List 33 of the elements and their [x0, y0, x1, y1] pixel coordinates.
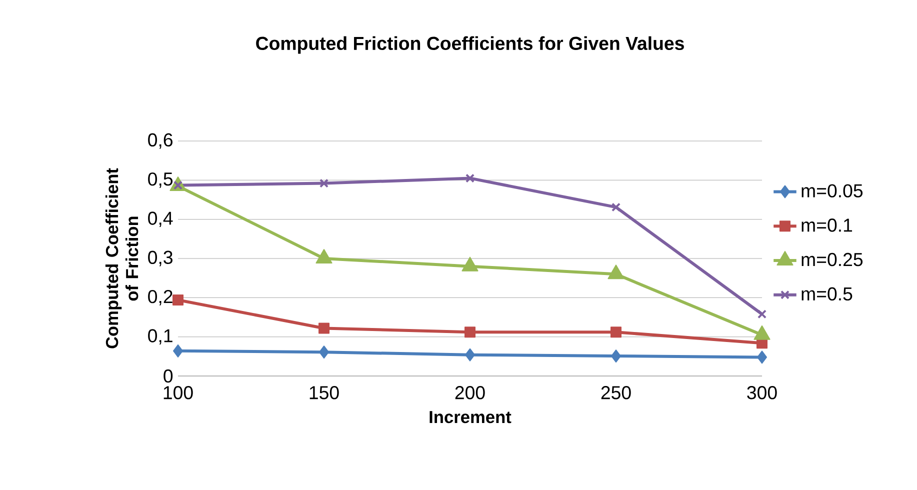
point [465, 348, 475, 362]
point [173, 344, 183, 358]
y-axis-title: Computed Coefficient of Friction [105, 168, 138, 348]
x-tick-label: 150 [310, 386, 339, 400]
point [611, 350, 621, 363]
y-tick-label: 0,4 [148, 212, 173, 228]
legend-label: m=0.5 [802, 287, 852, 301]
x-tick-label: 100 [164, 386, 193, 400]
legend-label: m=0.1 [802, 218, 852, 232]
y-tick-label: 0 [164, 369, 173, 383]
point [319, 178, 329, 188]
point [465, 174, 475, 183]
x-axis-title: Increment [430, 411, 512, 424]
y-tick-label: 0,1 [148, 329, 172, 345]
point [319, 346, 330, 359]
point [610, 326, 622, 338]
point [757, 310, 767, 319]
point [318, 322, 330, 334]
point [611, 202, 621, 212]
y-tick-label: 0,3 [148, 250, 172, 266]
x-tick-label: 200 [455, 386, 485, 400]
legend-label: m=0.25 [802, 252, 863, 266]
point [757, 350, 767, 364]
chart-title: Computed Friction Coefficients for Given Values [256, 36, 684, 54]
y-tick-label: 0,2 [148, 290, 172, 306]
point [464, 326, 476, 338]
point [172, 294, 184, 306]
y-tick-label: 0,5 [148, 172, 173, 188]
x-tick-label: 250 [601, 386, 631, 400]
point [173, 180, 183, 190]
y-tick-label: 0,6 [148, 133, 172, 149]
legend-label: m=0.05 [802, 184, 863, 198]
x-tick-label: 300 [747, 386, 777, 400]
